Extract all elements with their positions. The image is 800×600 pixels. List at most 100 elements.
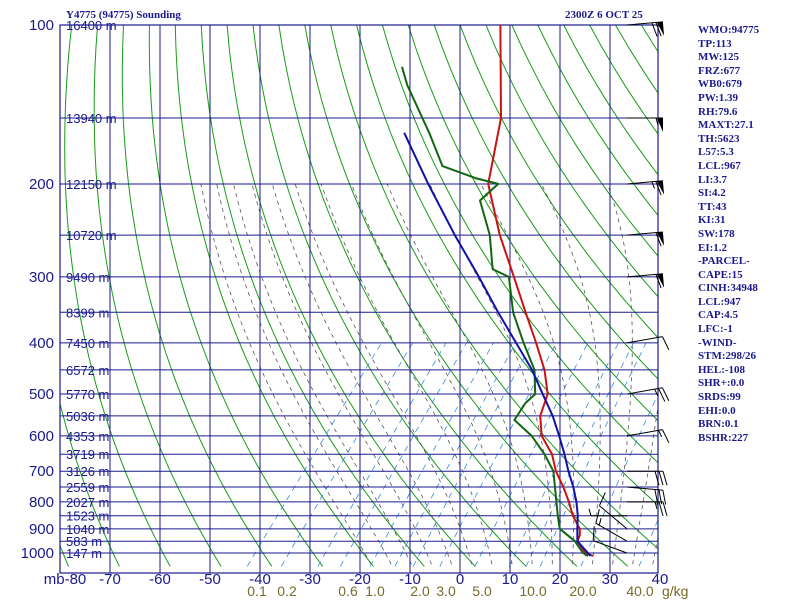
indices-panel: WMO:94775 TP:113 MW:125 FRZ:677 WB0:679 PW:1.…: [698, 24, 759, 445]
profile-lines: [401, 25, 594, 557]
pressure-tick-label: 200: [29, 176, 54, 193]
dry-adiabat: [174, 25, 374, 567]
dry-adiabat: [485, 25, 658, 298]
index-value: CAPE:15: [698, 268, 743, 281]
mixing-ratio-line: [246, 342, 382, 567]
index-value: WB0:679: [698, 78, 742, 91]
mixing-ratio-label: 1.0: [365, 583, 385, 599]
index-value: PW:1.39: [698, 91, 739, 104]
series-parcel-line: [403, 132, 592, 557]
pressure-tick-label: 800: [29, 494, 54, 511]
temperature-tick-label: -70: [99, 571, 121, 588]
wind-barb: [627, 117, 663, 132]
dry-adiabat: [407, 25, 658, 422]
wind-barb: [588, 508, 627, 517]
dry-adiabat: [226, 25, 476, 567]
temperature-tick-label: -50: [199, 571, 221, 588]
dry-adiabat: [381, 25, 658, 464]
moist-adiabat: [271, 183, 452, 565]
index-value: LCL:967: [698, 159, 741, 172]
mixing-ratio-line: [439, 342, 557, 567]
index-value: -WIND-: [698, 336, 737, 349]
station-title: Y4775 (94775) Sounding: [66, 9, 181, 21]
temperature-tick-label: 40: [652, 571, 669, 588]
wind-barb: [626, 21, 665, 37]
height-label: 1523 m: [66, 509, 109, 524]
height-label: 4353 m: [66, 429, 109, 444]
wind-barb: [627, 470, 668, 486]
height-label: 16400 m: [66, 18, 117, 33]
index-value: TP:113: [698, 37, 732, 50]
mixing-ratio-label: 0.2: [277, 583, 297, 599]
temperature-tick-label: -40: [249, 571, 271, 588]
index-value: BSHR:227: [698, 431, 749, 444]
mixing-ratio-line: [340, 342, 467, 567]
height-label: 7450 m: [66, 336, 109, 351]
moist-adiabat: [607, 183, 633, 565]
pressure-tick-label: 100: [29, 17, 54, 34]
height-label: 12150 m: [66, 177, 117, 192]
index-value: KI:31: [698, 214, 726, 227]
wind-barbs: [588, 21, 670, 554]
index-value: L57:5.3: [698, 146, 734, 159]
height-label: 10720 m: [66, 228, 117, 243]
dry-adiabat: [252, 25, 527, 567]
height-label: 583 m: [66, 534, 102, 549]
series-dewpoint-line: [401, 66, 589, 557]
wind-barb: [626, 387, 670, 402]
mixing-ratio-label: 0.6: [338, 583, 358, 599]
temperature-tick-label: 30: [602, 571, 619, 588]
wind-barb: [627, 501, 668, 516]
height-label: 13940 m: [66, 111, 117, 126]
moist-adiabat: [429, 183, 553, 565]
index-value: MAXT:27.1: [698, 119, 754, 132]
index-value: EHI:0.0: [698, 404, 736, 417]
mixing-ratio-label: 40.0: [626, 583, 653, 599]
index-value: LI:3.7: [698, 173, 728, 186]
mixing-ratio-label: 10.0: [519, 583, 546, 599]
moist-adiabat: [294, 183, 473, 565]
mixing-ratio-line: [394, 342, 517, 567]
height-label: 147 m: [66, 546, 102, 561]
mixing-ratio-line: [474, 342, 589, 567]
height-label: 5036 m: [66, 409, 109, 424]
index-value: SHR+:0.0: [698, 377, 745, 390]
index-value: SW:178: [698, 227, 735, 240]
index-value: BRN:0.1: [698, 418, 739, 431]
wind-barb: [626, 336, 670, 350]
moist-adiabat: [541, 183, 601, 565]
pressure-tick-label: 900: [29, 521, 54, 538]
index-value: LCL:947: [698, 295, 741, 308]
wind-barb: [592, 526, 628, 554]
dry-adiabat: [511, 25, 658, 257]
pressure-tick-label: 400: [29, 335, 54, 352]
wind-barb: [598, 492, 628, 530]
wind-barb: [626, 429, 670, 443]
mixing-ratio-label: 20.0: [569, 583, 596, 599]
grid-lines: [59, 24, 659, 574]
index-value: EI:1.2: [698, 241, 728, 254]
pressure-tick-label: 1000: [21, 545, 54, 562]
moist-adiabat: [386, 183, 533, 565]
dry-adiabat: [563, 25, 658, 176]
temperature-tick-label: -60: [149, 571, 171, 588]
temperature-tick-label: -30: [299, 571, 321, 588]
wind-barb: [626, 486, 667, 505]
height-label: 2559 m: [66, 480, 109, 495]
mixing-ratio-label: 2.0: [410, 583, 430, 599]
dry-adiabats: [60, 1, 800, 567]
height-label: 5770 m: [66, 387, 109, 402]
moist-adiabat: [233, 183, 412, 565]
index-value: WMO:94775: [698, 24, 760, 36]
index-value: TT:43: [698, 200, 727, 213]
height-label: 3126 m: [66, 464, 109, 479]
mixing-ratio-label: 0.1: [247, 583, 267, 599]
index-value: RH:79.6: [698, 105, 738, 118]
moist-adiabat: [200, 183, 372, 565]
pressure-tick-label: 700: [29, 463, 54, 480]
height-label: 1040 m: [66, 522, 109, 537]
index-value: LFC:-1: [698, 323, 733, 336]
dry-adiabat: [753, 1, 800, 567]
temperature-tick-label: 0: [456, 571, 464, 588]
